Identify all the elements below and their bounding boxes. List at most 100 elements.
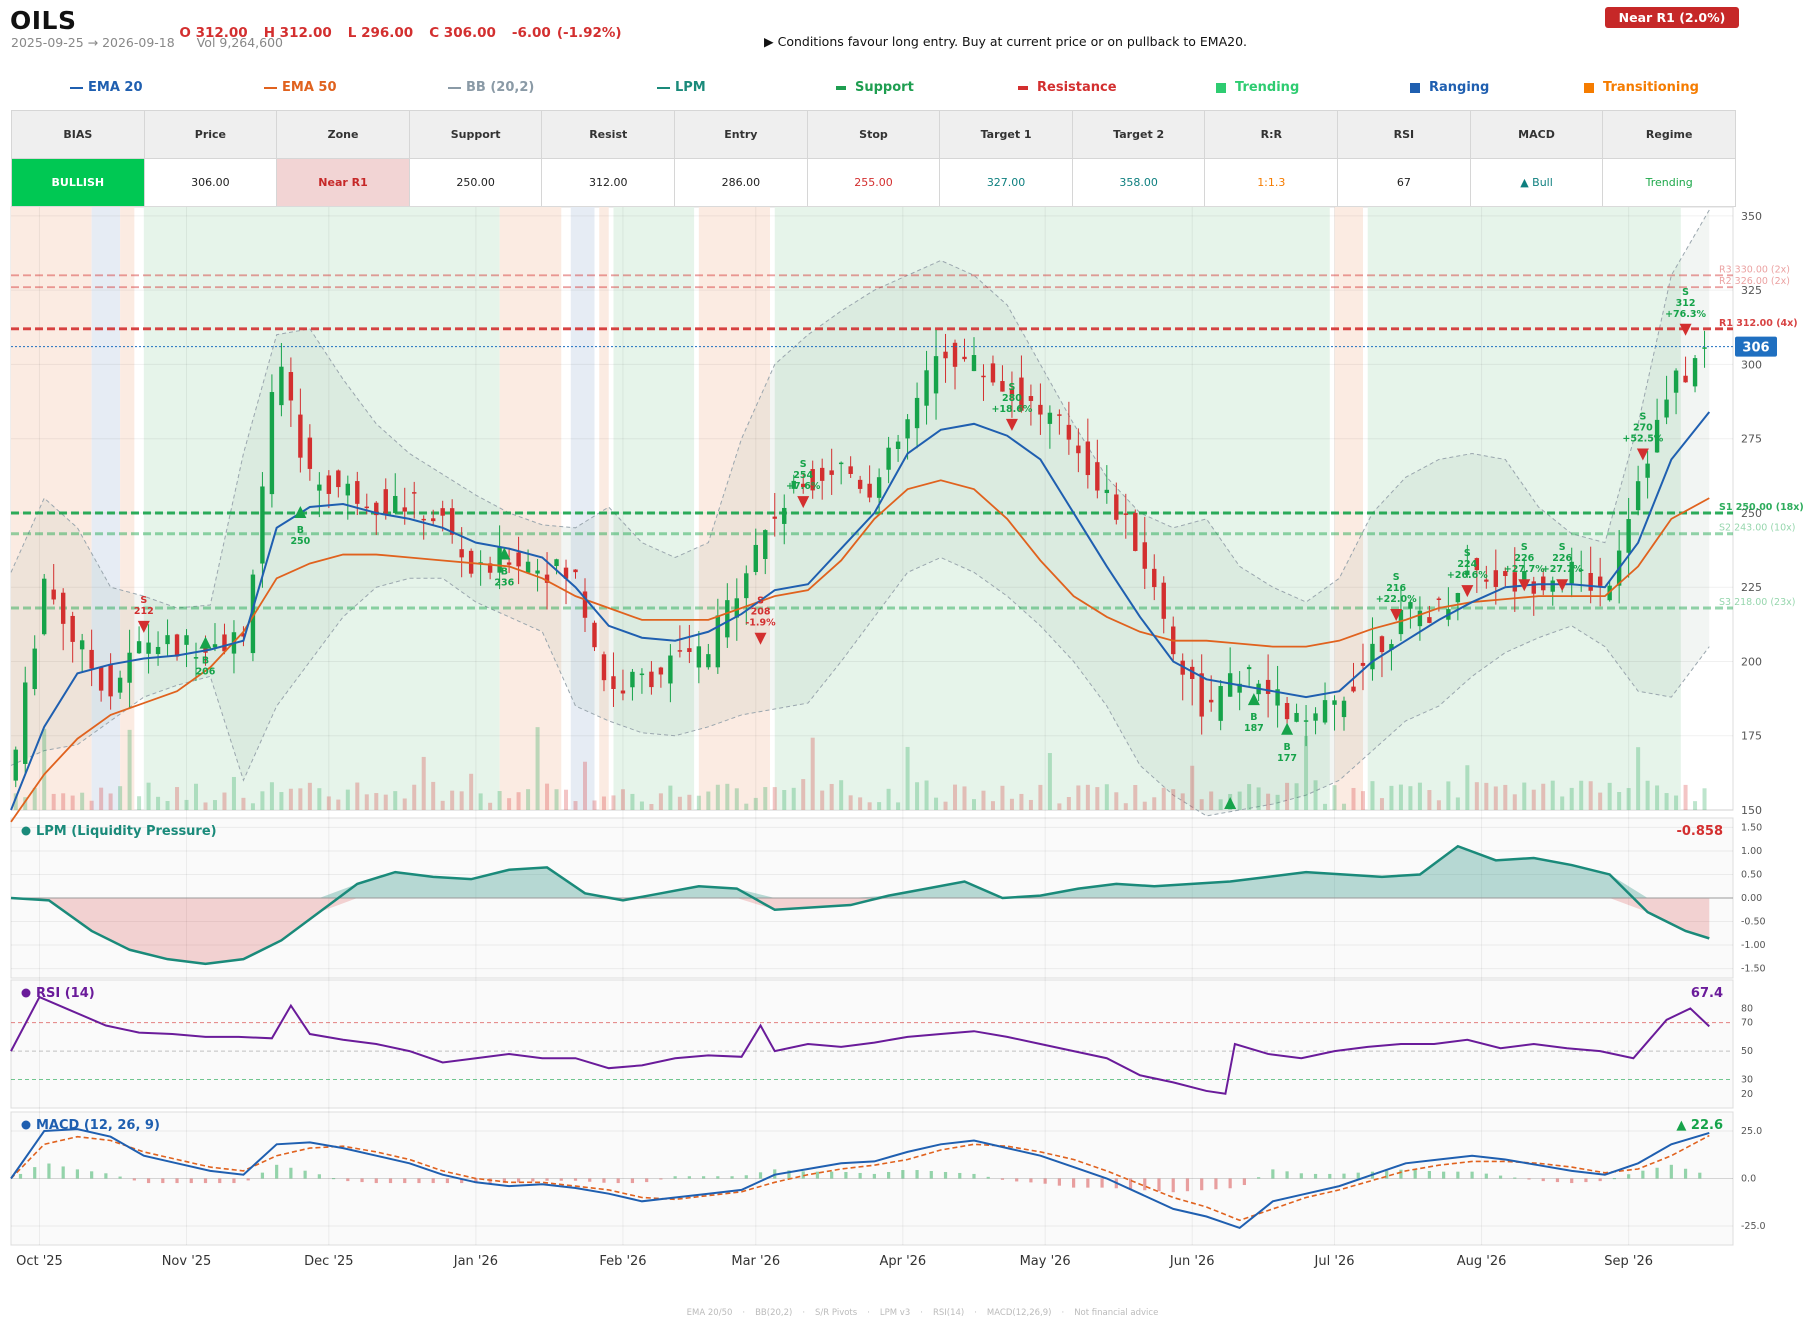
candle-body [1038,404,1043,415]
macd-histogram-bar [317,1174,321,1179]
candle-body [753,544,758,572]
volume-bar [810,737,815,810]
volume-bar [1104,784,1109,810]
candle-body [677,650,683,652]
macd-histogram-bar [1442,1171,1446,1179]
candle-body [1474,558,1480,571]
volume-bar [146,782,151,810]
transitioning-swatch [1584,82,1594,93]
volume-bar [564,789,569,810]
buy-signal-label: B [202,656,209,667]
volume-bar [782,790,787,810]
candle-body [1597,576,1603,586]
regime-band-trans [698,207,771,810]
candle-body [1275,689,1280,706]
macd-histogram-bar [1057,1178,1061,1186]
volume-bar [80,792,85,810]
candle-body [355,481,360,504]
col-target2: Target 2 [1071,110,1206,159]
sell-signal-label: +22.0% [1376,594,1417,605]
volume-bar [469,773,474,810]
candle-body [1455,592,1461,603]
lpm-tick-label: -1.50 [1741,964,1766,975]
volume-bar [1123,803,1128,810]
support-label: S3 218.00 (23x) [1719,597,1795,608]
footer-item: BB(20,2) [755,1308,793,1318]
volume-bar [459,791,464,810]
macd-histogram-bar [246,1178,250,1181]
footer-item: RSI(14) [932,1308,965,1318]
volume-bar [1256,787,1261,810]
candle-body [1341,700,1347,718]
candle-body [563,567,569,579]
legend-ema20: EMA 20 [70,80,143,95]
candle-body [639,673,645,676]
volume-bar [620,789,625,810]
candle-body [1076,445,1081,454]
col-bias: BIAS [11,110,145,159]
macd-histogram-bar [830,1171,834,1179]
macd-histogram-bar [1399,1169,1403,1179]
candle-body [459,549,464,558]
volume-bar [649,803,654,810]
candle-body [13,749,18,781]
advice-text: ▶ Conditions favour long entry. Buy at c… [764,34,1248,49]
candle-body [108,664,113,697]
x-tick-label: Oct '25 [16,1254,63,1269]
lpm-last-value: -0.858 [1676,824,1723,839]
sell-signal-label: 312 [1676,298,1696,309]
bollinger-upper-line [10,209,1710,609]
regime-band-trend [613,207,695,810]
buy-signal-label: 236 [494,578,514,589]
sell-signal-label: S [1009,382,1016,393]
macd-histogram-bar [218,1178,222,1184]
candle-body [51,589,56,600]
volume-bar [943,801,948,810]
candle-body [383,489,388,514]
candle-body [1417,610,1423,627]
pane-frame [10,1111,1734,1246]
macd-histogram-bar [388,1178,393,1184]
candle-body [165,635,170,645]
sell-signal-label: 254 [793,470,813,481]
candle-body [696,646,702,668]
volume-bar [1114,792,1119,810]
candle-body [298,414,303,458]
x-tick-label: Jan '26 [453,1254,498,1269]
sell-signal-marker [1636,448,1649,461]
candle-body [1066,424,1072,440]
volume-bar [1664,793,1669,810]
macd-histogram-bar [1015,1178,1019,1182]
candle-body [307,437,313,469]
x-tick-label: Aug '26 [1457,1254,1507,1269]
volume-bar [1028,799,1033,810]
macd-last-value: ▲ 22.6 [1676,1118,1723,1133]
macd-histogram-bar [1200,1178,1204,1191]
legend-resistance: Resistance [1018,80,1117,95]
candle-body [1702,347,1707,349]
entry-value: 286.00 [674,158,808,207]
volume-bar [165,800,170,810]
candle-body [1673,370,1679,393]
volume-bar [212,800,217,810]
footer-item: · [974,1308,977,1318]
sell-signal-label: +18.6% [991,404,1032,415]
macd-title-dot [21,1120,31,1130]
macd-histogram-bar [943,1171,948,1179]
sell-signal-marker [797,496,810,509]
volume-bar [478,793,483,810]
macd-histogram-bar [1570,1178,1574,1184]
x-tick-label: Dec '25 [304,1254,353,1269]
macd-tick-label: 0.0 [1741,1174,1756,1185]
legend-support-label: Support [855,80,914,95]
macd-histogram-bar [901,1170,905,1179]
col-support: Support [408,110,543,159]
candle-body [1009,389,1015,395]
macd-tick-label: -25.0 [1741,1221,1766,1232]
rsi-last-value: 67.4 [1691,986,1723,1001]
bollinger-band-fill [11,209,1710,816]
volume-bar [905,746,910,810]
volume-bar [1484,782,1489,810]
candle-body [1512,572,1517,592]
macd-histogram-bar [1683,1168,1688,1179]
